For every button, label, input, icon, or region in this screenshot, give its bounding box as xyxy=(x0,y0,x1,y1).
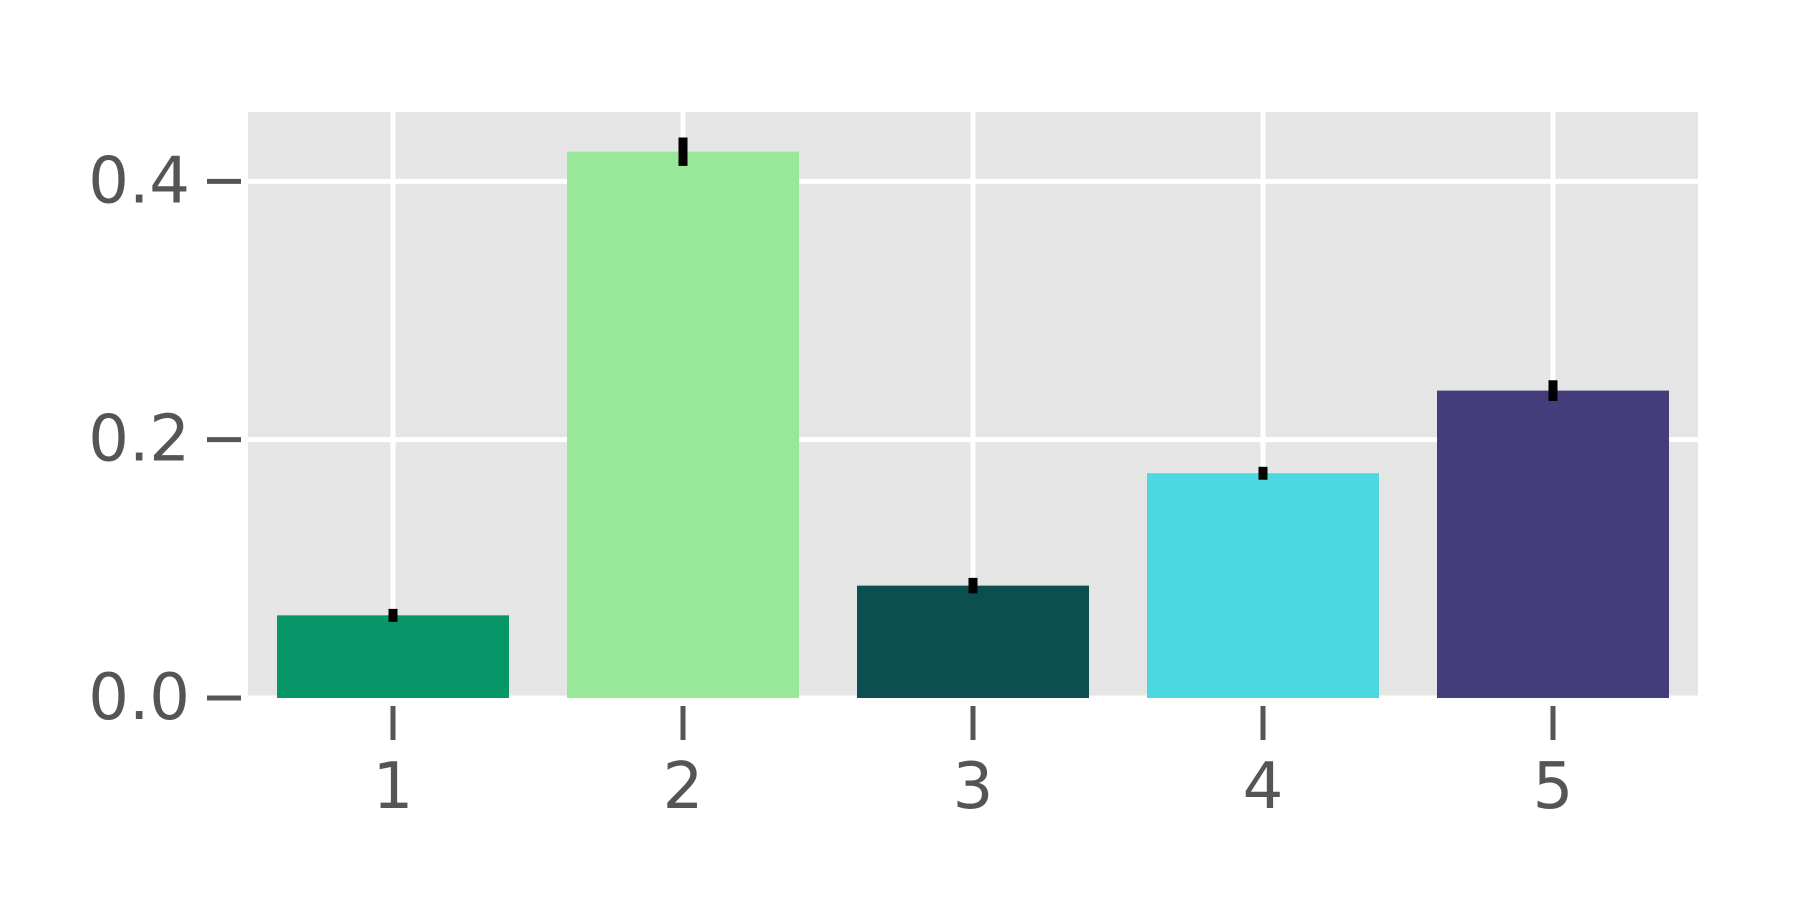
bar-2 xyxy=(567,151,799,698)
x-tick-label: 4 xyxy=(1243,750,1284,824)
y-tick-label: 0.4 xyxy=(88,144,190,218)
bar-1 xyxy=(277,615,509,698)
x-tick-label: 1 xyxy=(373,750,414,824)
x-tick-label: 2 xyxy=(663,750,704,824)
bar-5 xyxy=(1437,390,1669,698)
bar-4 xyxy=(1147,473,1379,698)
y-tick-label: 0.0 xyxy=(88,661,190,735)
x-tick-label: 3 xyxy=(953,750,994,824)
bar-3 xyxy=(857,585,1089,698)
x-tick-label: 5 xyxy=(1533,750,1574,824)
y-tick-label: 0.2 xyxy=(88,403,190,477)
